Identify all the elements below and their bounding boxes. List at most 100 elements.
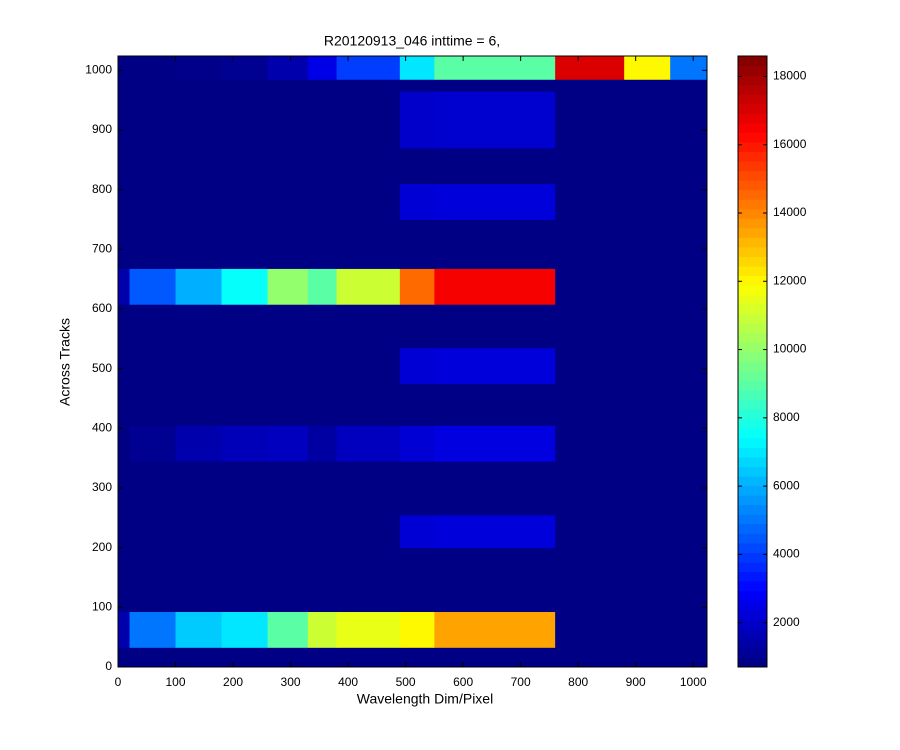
colorbar-segment — [738, 466, 767, 477]
colorbar-segment — [738, 609, 767, 620]
heatmap-cell — [267, 425, 309, 462]
heatmap-cell — [624, 304, 671, 349]
heatmap-cell — [624, 268, 671, 305]
heatmap-cell — [129, 91, 177, 149]
heatmap-cell — [307, 547, 338, 613]
colorbar-segment — [738, 600, 767, 611]
colorbar-segment — [738, 56, 767, 67]
heatmap-cell — [129, 56, 177, 80]
x-tick-label: 1000 — [680, 675, 707, 689]
heatmap-cell — [434, 147, 556, 185]
colorbar-segment — [738, 590, 767, 601]
x-tick-label: 200 — [223, 675, 243, 689]
colorbar-segment — [738, 304, 767, 315]
x-tick-label: 100 — [166, 675, 186, 689]
heatmap-cell — [221, 268, 269, 305]
colorbar-segment — [738, 151, 767, 162]
heatmap-cell — [670, 219, 708, 269]
heatmap-cell — [555, 347, 625, 385]
heatmap-cell — [399, 461, 435, 516]
heatmap-cell — [399, 79, 435, 92]
colorbar-segment — [738, 113, 767, 124]
heatmap-cell — [307, 611, 338, 648]
heatmap-cell — [624, 56, 671, 80]
colorbar-segment — [738, 65, 767, 76]
heatmap-cell — [434, 91, 556, 149]
heatmap-cell — [336, 425, 401, 462]
heatmap-cell — [555, 56, 625, 80]
heatmap-cell — [624, 425, 671, 462]
heatmap-cell — [267, 383, 309, 426]
heatmap-cell — [624, 147, 671, 185]
chart-title: R20120913_046 inttime = 6, — [324, 33, 500, 49]
heatmap-cell — [399, 547, 435, 613]
heatmap-cell — [434, 547, 556, 613]
heatmap-cell — [555, 425, 625, 462]
x-tick-label: 500 — [396, 675, 416, 689]
heatmap-cell — [555, 647, 625, 668]
heatmap-cell — [118, 611, 131, 648]
heatmap-cell — [221, 56, 269, 80]
heatmap-cell — [221, 347, 269, 385]
heatmap-cell — [267, 56, 309, 80]
colorbar-segment — [738, 504, 767, 515]
heatmap-cell — [670, 79, 708, 92]
heatmap-cell — [434, 383, 556, 426]
colorbar-segment — [738, 456, 767, 468]
heatmap-cell — [336, 219, 401, 269]
heatmap-cell — [175, 347, 223, 385]
heatmap-cell — [555, 147, 625, 185]
heatmap-cell — [307, 347, 338, 385]
heatmap-cell — [434, 611, 556, 648]
colorbar-segment — [738, 161, 767, 172]
heatmap-cell — [221, 425, 269, 462]
heatmap-cell — [670, 304, 708, 349]
heatmap-cell — [175, 147, 223, 185]
colorbar-segment — [738, 418, 767, 429]
heatmap-cell — [434, 56, 556, 80]
colorbar-segment — [738, 428, 767, 439]
heatmap-cell — [118, 91, 131, 149]
heatmap-cell — [175, 183, 223, 220]
heatmap-cell — [129, 514, 177, 549]
heatmap-cell — [175, 383, 223, 426]
heatmap-cell — [129, 219, 177, 269]
x-tick-label: 800 — [568, 675, 588, 689]
colorbar-segment — [738, 638, 767, 649]
x-tick-label: 0 — [115, 675, 122, 689]
heatmap-cell — [221, 461, 269, 516]
heatmap-cell — [267, 514, 309, 549]
colorbar-segment — [738, 227, 767, 238]
heatmap-cell — [118, 56, 131, 80]
heatmap-cell — [434, 79, 556, 92]
colorbar-segment — [738, 657, 767, 668]
heatmap-cell — [670, 183, 708, 220]
heatmap-cell — [336, 79, 401, 92]
colorbar-segment — [738, 266, 767, 277]
heatmap-cell — [555, 547, 625, 613]
colorbar-segment — [738, 332, 767, 343]
colorbar-segment — [738, 323, 767, 334]
heatmap-cell — [399, 183, 435, 220]
heatmap-cell — [624, 183, 671, 220]
heatmap-cell — [129, 611, 177, 648]
heatmap-cell — [175, 425, 223, 462]
heatmap-cell — [307, 147, 338, 185]
heatmap-cell — [307, 56, 338, 80]
colorbar-segment — [738, 103, 767, 114]
heatmap-cell — [221, 611, 269, 648]
heatmap-cell — [129, 147, 177, 185]
heatmap-cell — [670, 147, 708, 185]
colorbar-segment — [738, 351, 767, 362]
heatmap-cell — [221, 219, 269, 269]
heatmap-cell — [221, 91, 269, 149]
x-tick-label: 400 — [338, 675, 358, 689]
heatmap-cell — [221, 383, 269, 426]
colorbar-segment — [738, 571, 767, 582]
heatmap-cell — [399, 56, 435, 80]
colorbar-segment — [738, 390, 767, 401]
colorbar-segment — [738, 180, 767, 191]
heatmap-cell — [118, 425, 131, 462]
heatmap-cell — [434, 425, 556, 462]
heatmap-cell — [555, 514, 625, 549]
